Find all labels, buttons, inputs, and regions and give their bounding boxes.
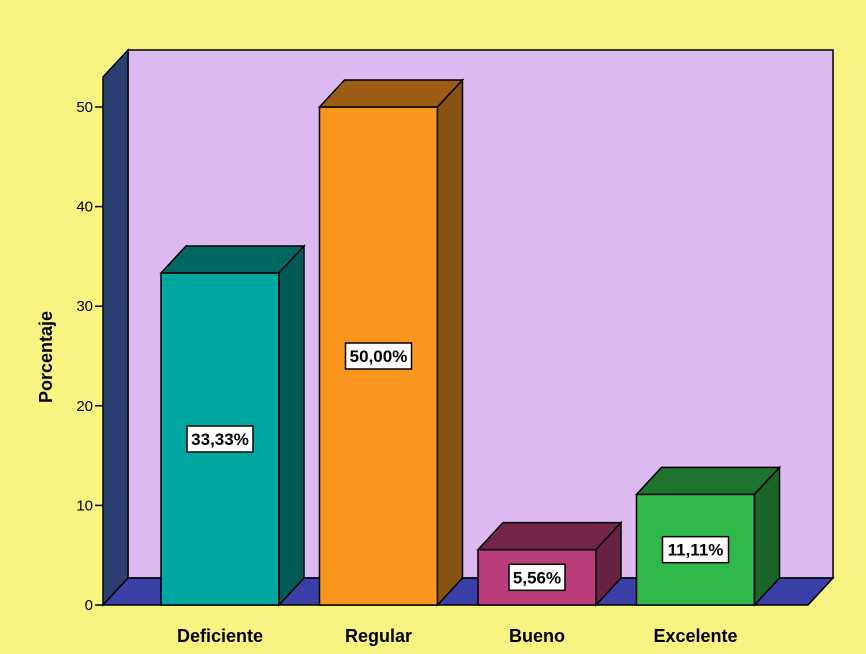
y-tick-label: 10	[76, 497, 93, 514]
data-label: 50,00%	[350, 347, 408, 366]
left-wall	[102, 48, 129, 607]
data-label-box	[186, 425, 254, 453]
x-tick-label: Deficiente	[177, 626, 263, 646]
bar-front	[635, 493, 756, 606]
bar-side	[278, 244, 305, 607]
y-tick-label: 30	[76, 298, 93, 315]
data-label: 11,11%	[668, 541, 724, 560]
x-tick-label: Regular	[345, 626, 412, 646]
data-label-box	[661, 535, 730, 564]
y-tick-label: 0	[85, 597, 93, 614]
bar-side	[595, 520, 622, 607]
data-label-box	[508, 563, 566, 592]
y-tick-label: 50	[76, 99, 93, 116]
x-tick-label: Excelente	[653, 626, 737, 646]
x-tick-label: Bueno	[509, 626, 565, 646]
data-label: 5,56%	[513, 568, 561, 587]
y-tick-label: 40	[76, 199, 93, 216]
y-axis-title: Porcentaje	[36, 311, 56, 403]
y-axis: 0 10 20 30 40 50	[76, 99, 103, 614]
bar-excelente: 11,11%	[634, 465, 782, 607]
bar-side	[753, 465, 781, 607]
bars: 33,33% 50,00% 5,56% 11,11%	[159, 78, 782, 607]
bar-regular: 50,00%	[317, 78, 465, 607]
data-label: 33,33%	[191, 430, 249, 449]
bar-deficiente: 33,33%	[159, 244, 306, 607]
y-tick-label: 20	[76, 398, 93, 415]
bar-bueno: 5,56%	[476, 520, 623, 607]
x-axis-labels: Deficiente Regular Bueno Excelente	[177, 626, 738, 646]
bar-side	[436, 78, 464, 607]
data-label-box	[344, 342, 413, 370]
